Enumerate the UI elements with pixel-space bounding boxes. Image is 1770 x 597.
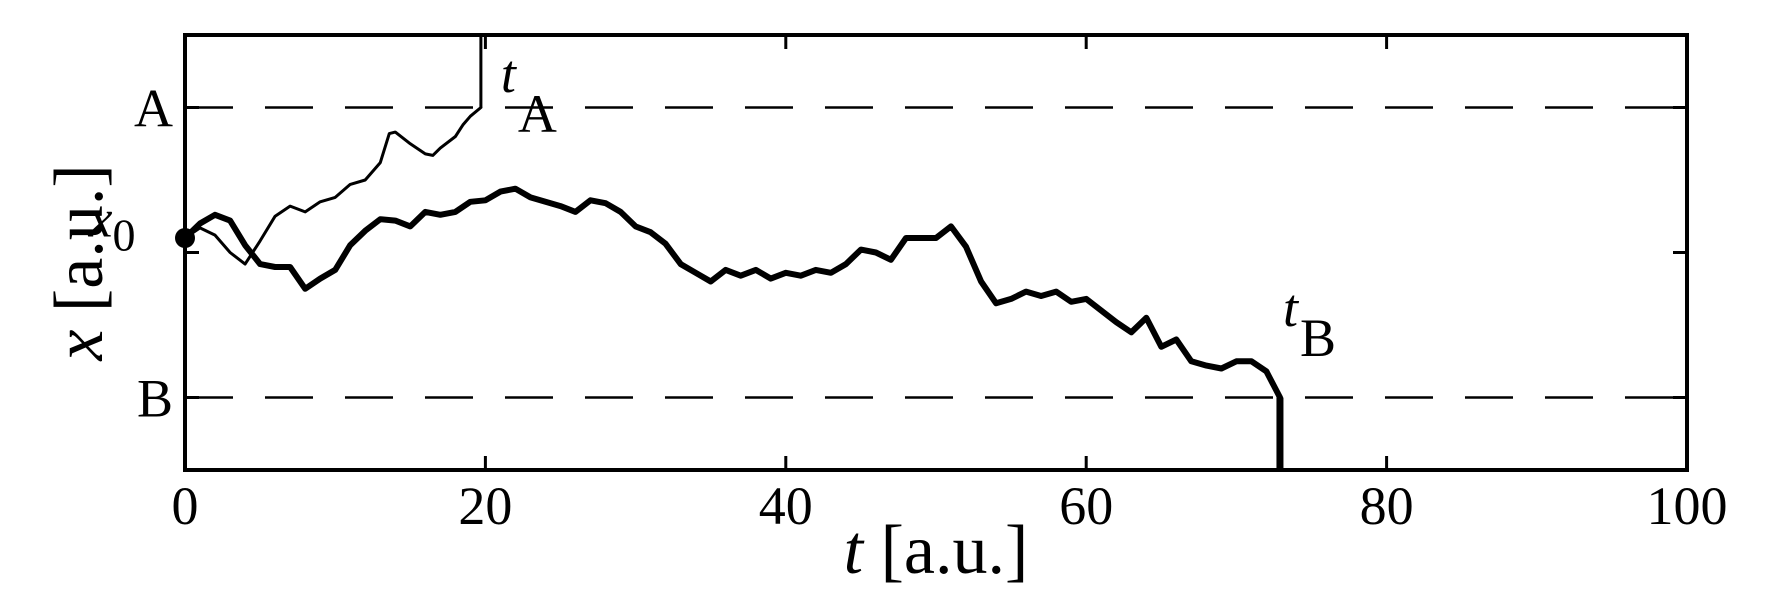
- axis-ticks: [183, 35, 1689, 470]
- x-tick-label: 40: [759, 476, 813, 536]
- x-tick-label: 60: [1059, 476, 1113, 536]
- x-tick-label: 100: [1647, 476, 1728, 536]
- x-tick-label: 0: [172, 476, 199, 536]
- x-tick-label: 80: [1360, 476, 1414, 536]
- exit-time-label-A: tA: [501, 44, 557, 144]
- trajectories: [182, 106, 1283, 401]
- level-label-B: B: [137, 369, 173, 429]
- y-axis-title: x [a.u.]: [41, 164, 118, 361]
- axis-labels: A B 0 20 40 60 80 100 x0 tA tB: [88, 44, 1728, 536]
- plot-frame: [183, 33, 1689, 472]
- markers: [175, 35, 1284, 470]
- x-axis-title: t [a.u.]: [844, 512, 1029, 589]
- exit-time-label-B: tB: [1283, 278, 1336, 368]
- start-point-label: x0: [88, 189, 136, 261]
- trajectory-thick: [182, 185, 1283, 401]
- trajectory-thin: [183, 106, 483, 266]
- level-label-A: A: [134, 79, 173, 139]
- x-tick-label: 20: [458, 476, 512, 536]
- level-lines: [185, 106, 1687, 399]
